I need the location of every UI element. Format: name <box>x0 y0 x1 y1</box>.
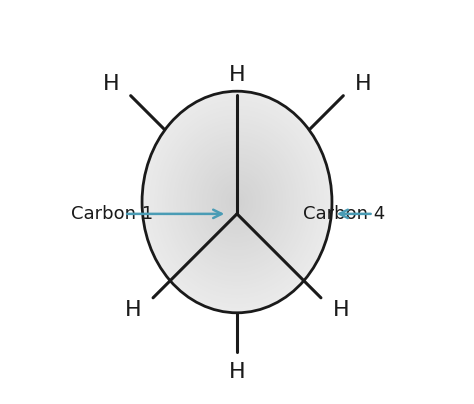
Ellipse shape <box>201 160 273 244</box>
Ellipse shape <box>204 163 270 241</box>
Ellipse shape <box>212 173 262 231</box>
Ellipse shape <box>183 139 291 265</box>
Ellipse shape <box>142 91 332 313</box>
Ellipse shape <box>198 156 276 248</box>
Ellipse shape <box>226 189 248 215</box>
Ellipse shape <box>236 200 238 204</box>
Ellipse shape <box>147 97 327 307</box>
Ellipse shape <box>155 106 319 298</box>
Ellipse shape <box>163 115 311 289</box>
Ellipse shape <box>229 193 245 211</box>
Ellipse shape <box>228 191 246 213</box>
Ellipse shape <box>186 143 288 261</box>
Ellipse shape <box>194 152 280 252</box>
Ellipse shape <box>171 124 303 280</box>
Ellipse shape <box>218 180 256 224</box>
Ellipse shape <box>172 126 302 278</box>
Ellipse shape <box>159 112 315 292</box>
Ellipse shape <box>180 135 294 269</box>
Ellipse shape <box>193 150 281 254</box>
Ellipse shape <box>196 154 278 250</box>
Ellipse shape <box>223 185 251 219</box>
Text: H: H <box>228 362 246 382</box>
Ellipse shape <box>190 147 284 257</box>
Text: Carbon 1: Carbon 1 <box>71 205 153 223</box>
Ellipse shape <box>215 176 259 228</box>
Ellipse shape <box>145 95 329 309</box>
Ellipse shape <box>144 93 330 311</box>
Ellipse shape <box>231 195 243 209</box>
Ellipse shape <box>166 119 308 285</box>
Ellipse shape <box>175 130 299 274</box>
Ellipse shape <box>153 104 321 300</box>
Text: H: H <box>125 300 142 320</box>
Ellipse shape <box>232 196 242 208</box>
Ellipse shape <box>207 167 267 237</box>
Ellipse shape <box>205 165 269 239</box>
Text: H: H <box>102 74 119 94</box>
Ellipse shape <box>161 114 313 290</box>
Ellipse shape <box>219 182 255 222</box>
Ellipse shape <box>224 187 250 217</box>
Ellipse shape <box>150 101 324 303</box>
Ellipse shape <box>221 183 253 221</box>
Text: Carbon 4: Carbon 4 <box>303 205 385 223</box>
Ellipse shape <box>158 109 316 295</box>
Ellipse shape <box>191 148 283 256</box>
Ellipse shape <box>164 117 310 287</box>
Ellipse shape <box>173 128 301 276</box>
Ellipse shape <box>169 122 305 282</box>
Ellipse shape <box>199 158 275 246</box>
Ellipse shape <box>213 174 261 230</box>
Text: H: H <box>228 65 246 85</box>
Text: H: H <box>355 74 372 94</box>
Text: H: H <box>332 300 349 320</box>
Ellipse shape <box>202 161 272 243</box>
Ellipse shape <box>234 198 240 206</box>
Ellipse shape <box>185 141 289 263</box>
Ellipse shape <box>148 99 326 305</box>
Ellipse shape <box>167 121 307 283</box>
Ellipse shape <box>177 132 297 272</box>
Ellipse shape <box>217 178 257 226</box>
Ellipse shape <box>152 102 322 302</box>
Ellipse shape <box>156 108 318 296</box>
Ellipse shape <box>178 134 296 270</box>
Ellipse shape <box>188 145 286 259</box>
Ellipse shape <box>209 169 265 235</box>
Ellipse shape <box>210 170 264 234</box>
Ellipse shape <box>182 137 292 267</box>
